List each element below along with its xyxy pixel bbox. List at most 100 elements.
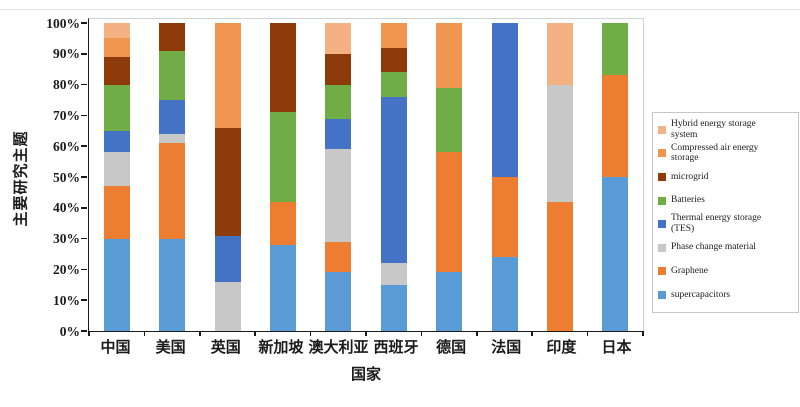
bars-container	[89, 23, 643, 331]
bar-segment	[269, 23, 296, 113]
y-tick-mark	[81, 207, 87, 209]
x-tick-mark	[143, 331, 146, 336]
bar-segment	[602, 23, 629, 76]
stacked-bar-日本	[602, 23, 629, 331]
y-tick-mark	[81, 299, 87, 301]
legend-swatch	[658, 172, 666, 181]
y-tick-label: 20%	[53, 261, 80, 277]
bar-segment	[269, 201, 296, 245]
bar-segment	[159, 133, 186, 144]
bar-slot	[477, 23, 532, 331]
legend-swatch	[658, 267, 666, 276]
bar-slot	[366, 23, 421, 331]
bar-segment	[159, 23, 186, 51]
legend-item: Compressed air energy storage	[658, 142, 795, 166]
y-tick-label: 30%	[53, 230, 80, 246]
legend-swatch	[658, 149, 666, 158]
legend-label: Graphene	[671, 265, 708, 276]
stacked-bar-西班牙	[380, 23, 407, 331]
y-tick-mark	[81, 176, 87, 178]
bar-segment	[103, 56, 130, 85]
x-tick-mark	[88, 331, 90, 336]
bar-segment	[214, 235, 241, 282]
stacked-bar-印度	[546, 23, 573, 331]
legend-label: Hybrid energy storage system	[671, 118, 756, 140]
legend-box: Hybrid energy storage system Compressed a…	[652, 112, 799, 313]
x-axis-label: 德国	[436, 340, 467, 356]
legend-item: Phase change material	[658, 236, 795, 260]
y-tick-label: 70%	[53, 107, 80, 123]
y-tick-mark	[81, 83, 87, 86]
legend-swatch	[658, 125, 666, 134]
bar-segment	[325, 149, 352, 242]
bar-segment	[103, 238, 130, 331]
x-axis-label: 法国	[491, 340, 522, 356]
bar-segment	[325, 84, 352, 119]
bar-segment	[380, 284, 407, 331]
y-tick-label: 60%	[53, 138, 80, 154]
legend-item: supercapacitors	[658, 283, 795, 307]
y-axis-title: 主要研究主题	[13, 130, 30, 227]
y-tick-mark	[81, 22, 87, 24]
y-tick-label: 80%	[53, 76, 80, 92]
bar-segment	[546, 23, 573, 85]
bar-segment	[602, 177, 629, 331]
bar-segment	[436, 152, 463, 273]
legend-label: Batteries	[671, 195, 705, 206]
stacked-bar-新加坡	[269, 23, 296, 331]
legend-label: supercapacitors	[671, 289, 731, 300]
legend-swatch	[658, 243, 666, 252]
bar-segment	[602, 75, 629, 177]
y-tick-label: 0%	[59, 323, 80, 339]
bar-slot	[144, 23, 199, 331]
bar-segment	[103, 38, 130, 57]
x-axis-label: 中国	[100, 340, 131, 356]
legend-item: Thermal energy storage (TES)	[658, 212, 795, 236]
y-tick-mark	[81, 114, 87, 117]
legend-swatch	[658, 290, 666, 299]
bar-slot	[588, 23, 643, 331]
legend-item: microgrid	[658, 165, 795, 189]
x-axis-label: 澳大利亚	[308, 340, 369, 356]
bar-segment	[380, 96, 407, 264]
y-tick-label: 50%	[53, 169, 80, 185]
y-tick-label: 100%	[46, 15, 80, 31]
legend-item: Hybrid energy storage system	[658, 118, 795, 142]
y-tick-label: 40%	[53, 200, 80, 216]
legend-label: Phase change material	[671, 242, 756, 253]
bar-segment	[491, 257, 518, 331]
x-axis-label: 印度	[546, 340, 577, 356]
legend-label: Compressed air energy storage	[671, 142, 759, 164]
bar-segment	[325, 272, 352, 331]
bar-segment	[103, 84, 130, 131]
x-tick-mark	[586, 331, 589, 336]
bar-segment	[214, 281, 241, 331]
stacked-bar-中国	[103, 23, 130, 331]
bar-segment	[325, 23, 352, 54]
bar-slot	[421, 23, 476, 331]
x-axis-label: 日本	[601, 340, 632, 356]
bar-segment	[214, 127, 241, 236]
x-axis-label: 西班牙	[373, 340, 419, 356]
legend-label: Thermal energy storage (TES)	[671, 213, 762, 235]
y-tick-mark	[81, 53, 87, 55]
x-tick-mark	[254, 331, 256, 336]
stacked-bar-澳大利亚	[325, 23, 352, 331]
bar-slot	[200, 23, 255, 331]
bar-segment	[214, 23, 241, 128]
x-tick-mark	[420, 331, 423, 336]
x-tick-mark	[309, 331, 312, 336]
bar-segment	[103, 152, 130, 187]
stacked-bar-德国	[436, 23, 463, 331]
bar-segment	[380, 47, 407, 73]
x-tick-mark	[199, 331, 201, 336]
legend-swatch	[658, 220, 666, 229]
bar-slot	[532, 23, 587, 331]
y-tick-mark	[81, 237, 87, 240]
bar-slot	[311, 23, 366, 331]
bar-segment	[103, 130, 130, 153]
bar-segment	[103, 186, 130, 239]
x-tick-mark	[642, 331, 644, 336]
bar-slot	[89, 23, 144, 331]
